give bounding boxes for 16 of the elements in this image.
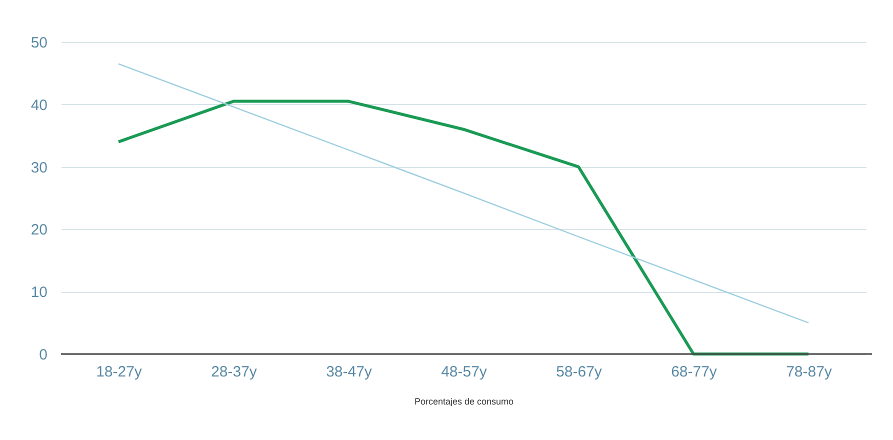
x-tick-label: 28-37y — [211, 364, 258, 380]
x-tick-label: 58-67y — [556, 364, 602, 380]
y-tick-label: 10 — [30, 284, 48, 302]
y-tick-label: 50 — [30, 34, 48, 52]
line-series — [117, 100, 810, 356]
line-series — [118, 63, 810, 324]
y-tick-label: 30 — [30, 159, 48, 176]
x-tick-label: 38-47y — [326, 364, 372, 380]
x-tick-label: 78-87y — [786, 364, 832, 380]
y-tick-label: 40 — [30, 96, 48, 114]
y-tick-label: 20 — [30, 222, 48, 239]
x-tick-label: 18-27y — [96, 364, 142, 380]
x-tick-label: 48-57y — [441, 364, 488, 380]
x-tick-label: 68-77y — [671, 364, 718, 380]
x-axis-title: Porcentajes de consumo — [414, 396, 514, 406]
y-tick-label: 0 — [39, 346, 48, 364]
